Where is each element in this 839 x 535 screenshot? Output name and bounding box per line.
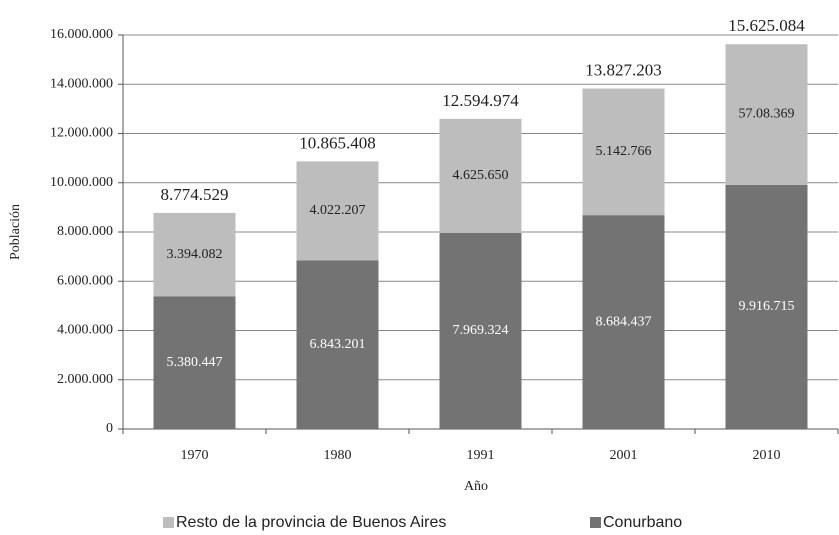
bar-segment bbox=[296, 260, 379, 429]
x-tick-label: 1980 bbox=[324, 448, 352, 463]
total-label: 8.774.529 bbox=[161, 185, 229, 204]
bar-segment bbox=[439, 232, 522, 429]
bar-segment bbox=[439, 118, 522, 233]
total-label: 15.625.084 bbox=[728, 16, 805, 35]
value-label: 4.022.207 bbox=[310, 203, 366, 218]
value-label: 8.684.437 bbox=[596, 314, 652, 329]
y-tick-label: 2.000.000 bbox=[57, 372, 113, 387]
x-tick-label: 1991 bbox=[467, 448, 495, 463]
legend-swatch bbox=[590, 517, 601, 528]
legend-label: Resto de la provincia de Buenos Aires bbox=[176, 514, 446, 531]
x-tick-label: 2001 bbox=[610, 448, 638, 463]
value-label: 9.916.715 bbox=[739, 299, 795, 314]
y-tick-label: 6.000.000 bbox=[57, 273, 113, 288]
bar-segment bbox=[296, 161, 379, 261]
x-axis-label: Año bbox=[464, 479, 488, 494]
total-label: 13.827.203 bbox=[585, 60, 662, 79]
value-label: 5.380.447 bbox=[167, 355, 223, 370]
bar-segment bbox=[725, 184, 808, 429]
y-tick-label: 16.000.000 bbox=[50, 27, 113, 42]
value-label: 3.394.082 bbox=[167, 247, 223, 262]
y-axis-label: Población bbox=[8, 204, 23, 260]
value-label: 6.843.201 bbox=[310, 337, 366, 352]
bar-segment bbox=[153, 296, 236, 429]
y-tick-label: 14.000.000 bbox=[50, 76, 113, 91]
y-tick-label: 8.000.000 bbox=[57, 224, 113, 239]
bar-segment bbox=[582, 88, 665, 216]
y-tick-label: 12.000.000 bbox=[50, 126, 113, 141]
value-label: 4.625.650 bbox=[453, 168, 509, 183]
x-tick-label: 2010 bbox=[753, 448, 781, 463]
y-tick-label: 0 bbox=[106, 421, 113, 436]
y-tick-label: 4.000.000 bbox=[57, 323, 113, 338]
y-tick-label: 10.000.000 bbox=[50, 175, 113, 190]
bar-segment bbox=[582, 215, 665, 429]
bar-segment bbox=[153, 212, 236, 297]
bar-segment bbox=[725, 44, 808, 185]
legend-swatch bbox=[163, 517, 174, 528]
x-tick-label: 1970 bbox=[181, 448, 209, 463]
total-label: 10.865.408 bbox=[299, 133, 376, 152]
value-label: 7.969.324 bbox=[453, 323, 509, 338]
value-label: 5.142.766 bbox=[596, 144, 652, 159]
value-label: 57.08.369 bbox=[739, 107, 795, 122]
legend-label: Conurbano bbox=[603, 514, 682, 531]
total-label: 12.594.974 bbox=[442, 91, 519, 110]
